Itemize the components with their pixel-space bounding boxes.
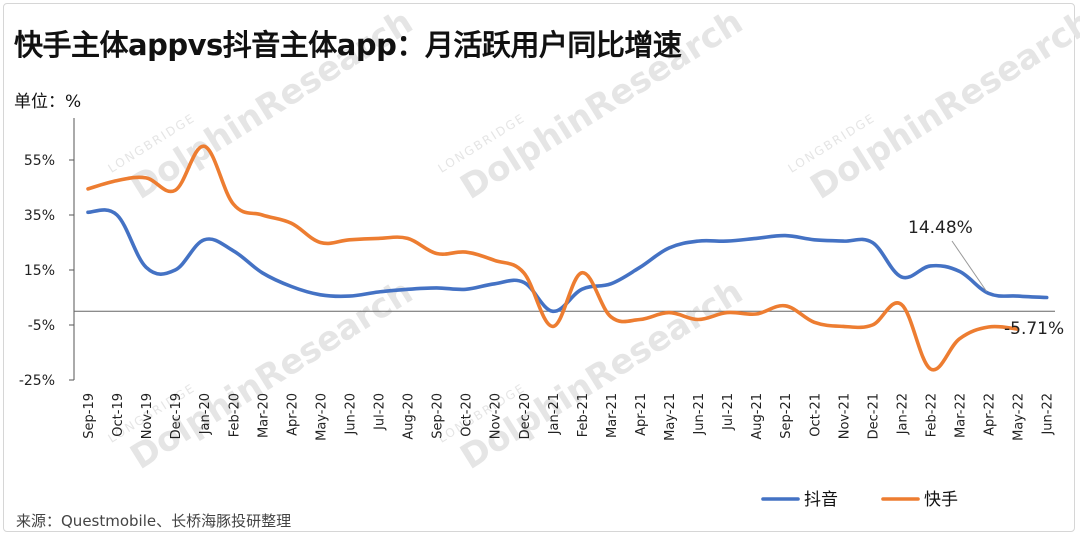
x-tick-label: Sep-21: [779, 393, 794, 439]
x-tick-label: Jul-21: [721, 393, 736, 431]
y-tick-label: -5%: [28, 318, 55, 334]
watermark-text: DolphinResearch: [804, 2, 1080, 208]
x-tick-label: Feb-20: [227, 393, 242, 437]
x-tick-label: Oct-21: [808, 393, 823, 437]
annotations: 14.48% -5.71%: [908, 218, 1064, 339]
legend-label: 快手: [924, 490, 958, 510]
x-tick-label: Feb-21: [576, 393, 591, 437]
annotation-leader: [951, 240, 987, 292]
x-tick-label: Aug-20: [402, 393, 417, 440]
unit-label: 单位：%: [14, 92, 82, 112]
legend-label: 抖音: [804, 490, 838, 510]
x-tick-label: Jan-22: [895, 393, 910, 435]
x-tick-label: Mar-22: [954, 393, 969, 438]
y-tick-label: 35%: [24, 208, 55, 224]
source-note: 来源：Questmobile、长桥海豚投研整理: [16, 512, 292, 530]
x-axis-ticks: Sep-19 Oct-19 Nov-19 Dec-19 Jan-20 Feb-20 Mar-…: [82, 393, 1056, 441]
x-tick-label: Mar-21: [605, 393, 620, 438]
x-tick-label: Nov-20: [489, 393, 504, 439]
x-tick-label: Mar-20: [256, 393, 271, 438]
annotation-label-douyin: 14.48%: [908, 218, 973, 238]
series-line-kuaishou: [86, 144, 1020, 372]
chart-frame: [3, 3, 1075, 532]
x-tick-label: Oct-20: [460, 393, 475, 437]
x-tick-label: Apr-20: [285, 393, 300, 436]
x-tick-label: Feb-22: [924, 393, 939, 437]
x-tick-label: Apr-22: [983, 393, 998, 436]
x-tick-label: Jun-22: [1041, 393, 1056, 436]
annotation-label-kuaishou: -5.71%: [1004, 319, 1064, 339]
x-tick-label: Apr-21: [634, 393, 649, 436]
chart-title: 快手主体appvs抖音主体app：月活跃用户同比增速: [14, 28, 682, 62]
y-axis-ticks: -25% -5% 15% 35% 55%: [19, 153, 74, 389]
x-tick-label: Dec-21: [866, 393, 881, 439]
x-tick-label: Nov-19: [140, 393, 155, 439]
x-tick-label: May-21: [663, 393, 678, 441]
x-tick-label: Nov-21: [837, 393, 852, 439]
x-tick-label: May-22: [1012, 393, 1027, 441]
x-tick-label: Jan-20: [198, 393, 213, 435]
y-tick-label: 55%: [24, 153, 55, 169]
x-tick-label: Jun-21: [692, 393, 707, 436]
x-tick-label: Sep-19: [82, 393, 97, 439]
x-tick-label: Oct-19: [111, 393, 126, 437]
y-tick-label: 15%: [24, 263, 55, 279]
x-tick-label: Jun-20: [343, 393, 358, 436]
watermark-text: DolphinResearch: [124, 272, 420, 478]
y-tick-label: -25%: [19, 373, 55, 389]
series-lines: [86, 144, 1049, 372]
legend: 抖音 快手: [761, 490, 958, 510]
x-tick-label: Aug-21: [750, 393, 765, 440]
x-tick-label: Dec-19: [169, 393, 184, 439]
x-tick-label: May-20: [314, 393, 329, 441]
x-tick-label: Sep-20: [431, 393, 446, 439]
x-tick-label: Jul-20: [373, 393, 388, 431]
x-tick-label: Jan-21: [547, 393, 562, 435]
x-tick-label: Dec-20: [518, 393, 533, 439]
